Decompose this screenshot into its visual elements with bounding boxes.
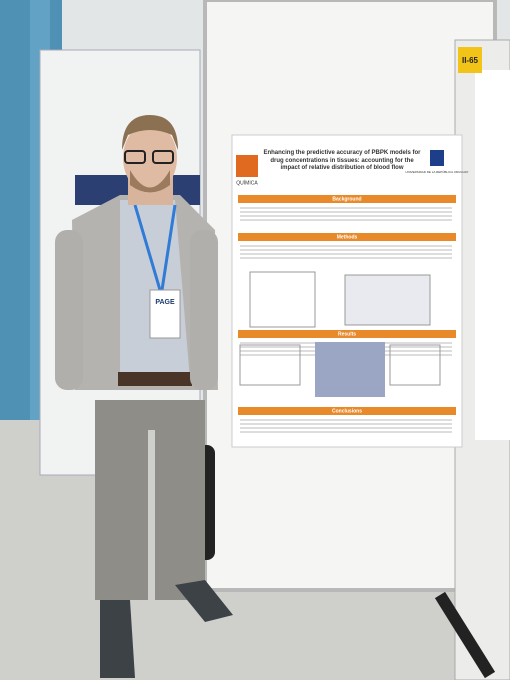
section-heading: Results xyxy=(338,331,356,337)
face xyxy=(123,123,177,193)
figure xyxy=(389,344,441,386)
lanyard xyxy=(160,204,177,291)
booth-tag xyxy=(458,47,482,73)
beard xyxy=(130,170,170,193)
cable xyxy=(434,591,496,679)
diagram xyxy=(344,274,431,326)
logo-left xyxy=(236,155,258,177)
belt xyxy=(118,372,192,386)
booth-number: II-65 xyxy=(462,56,479,65)
poster-title: Enhancing the predictive accuracy of PBP… xyxy=(263,150,421,171)
logo-right xyxy=(430,150,444,166)
section-heading: Methods xyxy=(337,234,358,240)
section-heading: Background xyxy=(332,196,361,202)
institution-right: UNIVERSIDAD DE LA REPÚBLICA URUGUAY xyxy=(405,169,468,174)
figure xyxy=(315,342,385,397)
shoe xyxy=(100,600,135,678)
glasses xyxy=(124,150,146,164)
diagram xyxy=(249,271,316,328)
section-bar xyxy=(238,330,456,338)
arm xyxy=(55,230,83,390)
hair xyxy=(122,115,178,150)
leg-gap xyxy=(148,430,155,600)
figure xyxy=(239,344,301,386)
lanyard xyxy=(133,204,162,291)
badge-text: PAGE xyxy=(155,299,175,306)
institution-left: QUÍMICA xyxy=(236,179,258,186)
section-bar xyxy=(238,233,456,241)
section-bar xyxy=(238,407,456,415)
badge xyxy=(149,289,181,339)
section-bar xyxy=(238,195,456,203)
arm xyxy=(190,230,218,390)
right-poster xyxy=(475,70,510,440)
shoe xyxy=(175,580,233,622)
section-heading: Conclusions xyxy=(332,408,362,414)
glasses xyxy=(152,150,174,164)
